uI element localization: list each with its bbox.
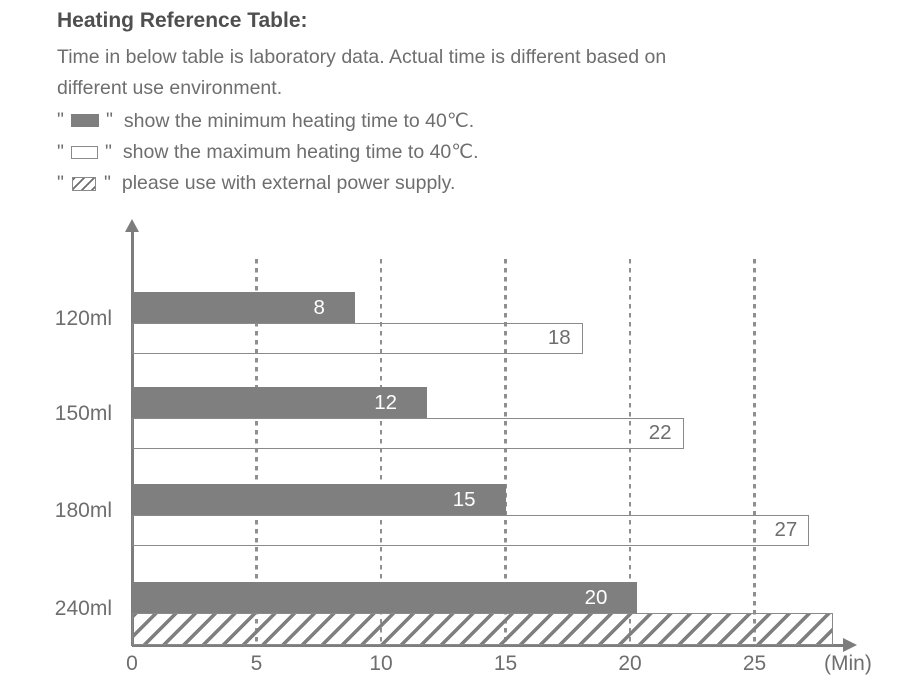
open-quote: " [57, 172, 64, 195]
gridline [628, 259, 632, 646]
close-quote: " [105, 109, 113, 132]
min-bar: 20 [132, 582, 638, 613]
x-tick-label: 10 [369, 652, 393, 675]
external-power-swatch-icon [71, 176, 96, 191]
gridline [504, 259, 507, 646]
max-bar: 22 [132, 418, 684, 449]
x-tick-label: 25 [742, 652, 767, 675]
min-bar: 12 [132, 387, 428, 418]
description-line-1: Time in below table is laboratory data. … [57, 46, 667, 68]
maximum-swatch-icon [70, 145, 98, 159]
close-quote: " [103, 172, 111, 195]
x-tick-label: 15 [493, 652, 518, 675]
external-power-bar [132, 613, 833, 645]
x-tick-label: 0 [126, 652, 138, 675]
min-bar: 15 [132, 484, 506, 515]
x-tick-label: 5 [250, 652, 263, 675]
gridline [379, 259, 383, 646]
legend-label-maximum: show the maximum heating time to 40℃. [122, 141, 479, 164]
legend-label-minimum: show the minimum heating time to 40℃. [123, 109, 475, 132]
page-title: Heating Reference Table: [57, 9, 308, 32]
min-bar: 8 [132, 292, 355, 323]
description-line-2: different use environment. [57, 77, 283, 99]
open-quote: " [57, 140, 64, 163]
x-axis-arrow-icon [843, 638, 857, 652]
x-axis-unit-label: (Min) [824, 652, 872, 675]
legend-row-external-power: " " please use with external power suppl… [57, 168, 877, 200]
x-tick-label: 20 [618, 652, 642, 675]
legend-row-minimum: " " show the minimum heating time to 40℃… [57, 105, 877, 137]
header: Heating Reference Table: Time in below t… [57, 9, 877, 200]
category-label: 180ml [54, 499, 112, 522]
close-quote: " [104, 140, 112, 163]
category-label: 240ml [54, 597, 112, 620]
gridline [255, 259, 258, 646]
y-axis-arrow-icon [125, 219, 139, 232]
max-bar: 27 [132, 515, 810, 546]
minimum-swatch-icon [70, 114, 99, 128]
x-axis [132, 643, 844, 647]
max-bar: 18 [132, 323, 583, 354]
gridline [753, 259, 756, 646]
legend-label-external-power: please use with external power supply. [121, 172, 456, 195]
category-label: 120ml [54, 307, 112, 330]
category-label: 150ml [54, 402, 112, 425]
open-quote: " [57, 109, 64, 132]
legend: " " show the minimum heating time to 40℃… [57, 105, 877, 200]
legend-row-maximum: " " show the maximum heating time to 40℃… [57, 137, 877, 169]
